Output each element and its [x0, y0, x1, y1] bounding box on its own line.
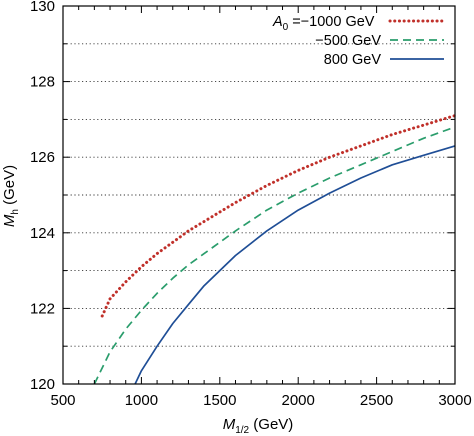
plot-frame: [62, 5, 456, 385]
x-tick-label: 1000: [125, 392, 158, 409]
y-tick-label: 130: [30, 0, 55, 15]
y-tick-label: 126: [30, 149, 55, 166]
x-tick-label: 2000: [282, 392, 315, 409]
grid-lines: [63, 43, 455, 347]
axis-ticks: 120 122 124 126 128 130 500 1000 1500 2000 2500 300…: [30, 0, 472, 409]
legend-label-series-1: −1000 GeV: [301, 14, 375, 30]
legend-label-series-3: 800 GeV: [324, 52, 382, 68]
series-line-1: [100, 114, 457, 318]
x-tick-label: 500: [50, 392, 75, 409]
y-tick-label: 122: [30, 300, 55, 317]
y-tick-label: 128: [30, 74, 55, 91]
y-tick-label: 120: [30, 376, 55, 393]
y-tick-label: 124: [30, 225, 55, 242]
x-tick-label: 2500: [360, 392, 393, 409]
legend: A0 = −1000 GeV −500 GeV 800 GeV: [272, 14, 446, 68]
legend-label-series-2: −500 GeV: [315, 33, 381, 49]
x-axis-title: M1/2 (GeV): [223, 416, 294, 436]
x-tick-label: 3000: [438, 392, 471, 409]
series-lines: [93, 114, 457, 385]
x-tick-label: 1500: [203, 392, 236, 409]
legend-title: A0 =: [272, 14, 301, 33]
series-line-2: [93, 126, 456, 385]
series-line-3: [134, 145, 456, 385]
y-axis-title: Mh (GeV): [1, 165, 21, 227]
